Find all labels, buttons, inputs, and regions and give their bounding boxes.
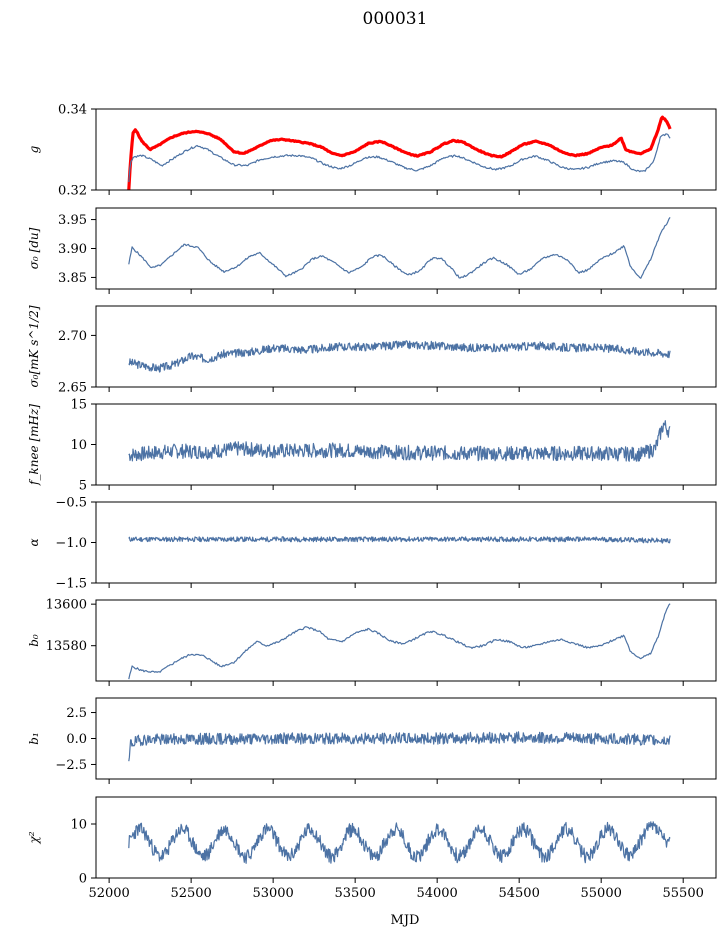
panel-4: 5 10 15 f_knee [mHz] xyxy=(27,398,717,494)
panels: 0.32 0.34 g 3.85 3.90 3.95 σ₀ [du] 2.65 2.70 σ₀[m… xyxy=(27,103,717,901)
series-line-1 xyxy=(128,603,671,680)
series-line-1 xyxy=(128,821,671,864)
panel-3: 2.65 2.70 σ₀[mK s^1/2] xyxy=(27,305,717,396)
axes-frame xyxy=(95,108,717,191)
series-line-1 xyxy=(128,340,671,373)
series-group xyxy=(128,217,671,279)
x-axis-label: MJD xyxy=(391,913,420,928)
x-tick-label: 52500 xyxy=(170,886,211,901)
y-tick-label: −0.5 xyxy=(55,496,87,511)
panel-8: 0 10 52000 52500 53000 53500 54000 54500 55000 55… xyxy=(27,796,717,901)
y-tick-label: 3.85 xyxy=(58,271,87,286)
x-tick-label: 55500 xyxy=(663,886,704,901)
panel-5: −1.5 −1.0 −0.5 α xyxy=(27,496,717,592)
x-tick-label: 53500 xyxy=(334,886,375,901)
y-axis-label: g xyxy=(27,145,41,153)
y-tick-label: −1.5 xyxy=(55,577,87,592)
y-tick-label: 15 xyxy=(70,398,87,413)
series-line-1 xyxy=(128,420,671,462)
axes-frame xyxy=(95,403,717,486)
y-tick-label: 0.0 xyxy=(66,732,87,747)
x-tick-label: 52000 xyxy=(88,886,129,901)
y-tick-label: −1.0 xyxy=(55,536,87,551)
y-axis-label: b₁ xyxy=(27,732,41,745)
y-tick-label: 5 xyxy=(79,479,87,494)
y-tick-label: 0.34 xyxy=(58,103,87,118)
y-tick-label: −2.5 xyxy=(55,758,87,773)
x-tick-label: 54500 xyxy=(498,886,539,901)
y-tick-label: 10 xyxy=(70,438,87,453)
y-tick-label: 10 xyxy=(70,818,87,833)
y-axis-label: χ² xyxy=(27,831,41,844)
y-tick-label: 13600 xyxy=(46,598,87,613)
axes-frame xyxy=(95,501,717,584)
y-tick-label: 3.90 xyxy=(58,242,87,257)
y-axis-label: α xyxy=(27,538,41,546)
panel-7: −2.5 0.0 2.5 b₁ xyxy=(27,697,717,784)
series-group xyxy=(127,115,672,190)
series-line-1 xyxy=(128,731,671,762)
x-tick-label: 55000 xyxy=(581,886,622,901)
x-tick-label: 54000 xyxy=(416,886,457,901)
axes-frame xyxy=(95,796,717,879)
panel-2: 3.85 3.90 3.95 σ₀ [du] xyxy=(27,207,717,294)
series-line-1 xyxy=(128,536,671,544)
series-line-1 xyxy=(127,115,672,190)
y-tick-label: 13580 xyxy=(46,639,87,654)
y-axis-label: σ₀[mK s^1/2] xyxy=(27,305,41,387)
series-group xyxy=(128,536,671,544)
series-group xyxy=(128,821,671,864)
y-axis-label: σ₀ [du] xyxy=(27,227,41,269)
x-tick-label: 53000 xyxy=(252,886,293,901)
series-group xyxy=(128,340,671,373)
y-tick-label: 0 xyxy=(79,872,87,887)
series-group xyxy=(128,420,671,462)
y-axis-label: f_knee [mHz] xyxy=(27,404,41,486)
y-tick-label: 2.70 xyxy=(58,329,87,344)
y-tick-label: 3.95 xyxy=(58,213,87,228)
series-group xyxy=(128,731,671,762)
series-group xyxy=(128,603,671,680)
panel-6: 13580 13600 b₀ xyxy=(27,598,717,686)
y-tick-label: 0.32 xyxy=(58,184,87,199)
y-tick-label: 2.65 xyxy=(58,381,87,396)
series-line-1 xyxy=(128,217,671,279)
series-line-2 xyxy=(128,133,671,183)
y-axis-label: b₀ xyxy=(27,634,41,647)
panel-1: 0.32 0.34 g xyxy=(27,103,717,199)
axes-frame xyxy=(95,599,717,682)
axes-frame xyxy=(95,305,717,388)
axes-frame xyxy=(95,207,717,290)
figure-title: 000031 xyxy=(363,9,428,29)
y-tick-label: 2.5 xyxy=(66,706,87,721)
